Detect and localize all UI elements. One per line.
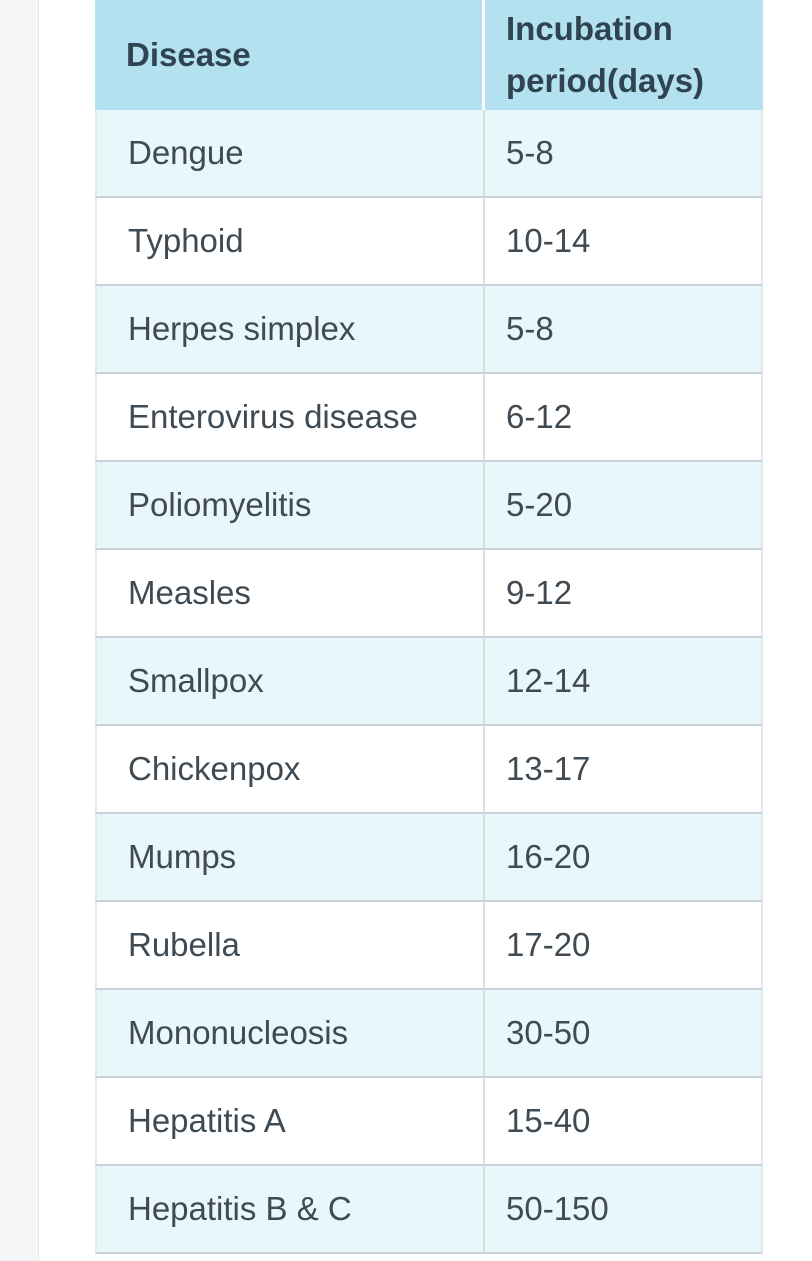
disease-cell: Measles (95, 550, 485, 638)
table-row: Smallpox 12-14 (95, 638, 763, 726)
table-row: Poliomyelitis 5-20 (95, 462, 763, 550)
table-row: Chickenpox 13-17 (95, 726, 763, 814)
disease-cell: Mumps (95, 814, 485, 902)
disease-cell: Dengue (95, 110, 485, 198)
table-row: Rubella 17-20 (95, 902, 763, 990)
table-row: Hepatitis B & C 50-150 (95, 1166, 763, 1254)
table-row: Measles 9-12 (95, 550, 763, 638)
table-row: Mumps 16-20 (95, 814, 763, 902)
incubation-period-cell: 30-50 (485, 990, 763, 1078)
disease-cell: Herpes simplex (95, 286, 485, 374)
incubation-period-cell: 12-14 (485, 638, 763, 726)
disease-cell: Hepatitis B & C (95, 1166, 485, 1254)
incubation-period-cell: 16-20 (485, 814, 763, 902)
header-row: Disease Incubation period(days) (95, 0, 763, 110)
disease-cell: Rubella (95, 902, 485, 990)
incubation-period-cell: 6-12 (485, 374, 763, 462)
incubation-period-cell: 13-17 (485, 726, 763, 814)
incubation-period-cell: 9-12 (485, 550, 763, 638)
table-row: Typhoid 10-14 (95, 198, 763, 286)
table-row: Dengue 5-8 (95, 110, 763, 198)
incubation-period-cell: 10-14 (485, 198, 763, 286)
table-row: Enterovirus disease 6-12 (95, 374, 763, 462)
table-row: Mononucleosis 30-50 (95, 990, 763, 1078)
table-header: Disease Incubation period(days) (95, 0, 763, 110)
incubation-period-cell: 17-20 (485, 902, 763, 990)
header-incubation-line2: period(days) (506, 62, 705, 99)
disease-cell: Smallpox (95, 638, 485, 726)
disease-cell: Poliomyelitis (95, 462, 485, 550)
disease-cell: Hepatitis A (95, 1078, 485, 1166)
disease-cell: Typhoid (95, 198, 485, 286)
disease-cell: Enterovirus disease (95, 374, 485, 462)
incubation-period-cell: 15-40 (485, 1078, 763, 1166)
disease-cell: Mononucleosis (95, 990, 485, 1078)
incubation-period-cell: 5-8 (485, 110, 763, 198)
table-row: Herpes simplex 5-8 (95, 286, 763, 374)
incubation-period-cell: 5-20 (485, 462, 763, 550)
left-gutter (0, 0, 39, 1261)
header-incubation-line1: Incubation (506, 10, 673, 47)
incubation-period-cell: 5-8 (485, 286, 763, 374)
header-incubation-period: Incubation period(days) (485, 0, 763, 110)
disease-cell: Chickenpox (95, 726, 485, 814)
header-disease: Disease (95, 0, 485, 110)
incubation-table-container: Disease Incubation period(days) Dengue 5-… (95, 0, 763, 1254)
table-body: Dengue 5-8 Typhoid 10-14 Herpes simplex 5-8 En… (95, 110, 763, 1254)
table-row: Hepatitis A 15-40 (95, 1078, 763, 1166)
incubation-period-cell: 50-150 (485, 1166, 763, 1254)
incubation-table: Disease Incubation period(days) Dengue 5-… (95, 0, 763, 1254)
